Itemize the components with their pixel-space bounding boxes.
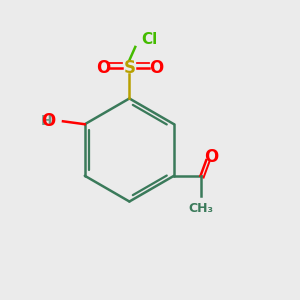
Text: S: S [123, 58, 135, 76]
Text: H: H [41, 114, 52, 128]
Text: CH₃: CH₃ [188, 202, 213, 215]
Text: O: O [204, 148, 219, 166]
Text: O: O [96, 58, 110, 76]
Text: O: O [41, 112, 55, 130]
Text: Cl: Cl [141, 32, 158, 47]
Text: O: O [149, 58, 163, 76]
